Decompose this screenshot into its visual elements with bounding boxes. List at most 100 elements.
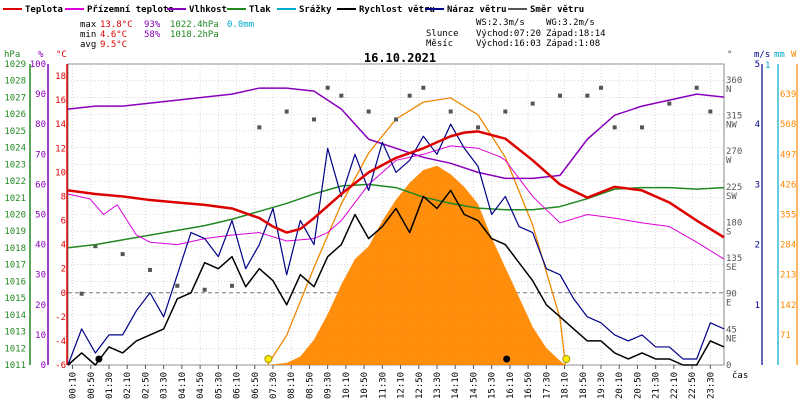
c-tick-label: -4 — [55, 337, 66, 347]
pct-axis-label: % — [38, 50, 44, 60]
humidity-line — [67, 87, 725, 180]
time-tick-label: 08:10 — [287, 372, 297, 399]
time-tick-label: 06:10 — [233, 372, 243, 399]
stats-avg-temp: 9.5°C — [100, 40, 127, 50]
wind-direction-point — [640, 125, 644, 130]
hpa-tick-label: 1012 — [4, 344, 26, 354]
pct-tick-label: 100 — [30, 60, 46, 70]
time-tick-label: 21:30 — [652, 372, 662, 399]
c-tick-label: 4 — [61, 241, 66, 251]
hpa-tick-label: 1020 — [4, 211, 26, 221]
dir-tick-compass: SW — [726, 192, 737, 202]
time-tick-label: 15:30 — [488, 372, 498, 399]
legend-temperature: Teplota — [25, 5, 63, 15]
wind-direction-point — [407, 93, 412, 98]
info-moonrise: Východ:16:03 — [476, 39, 541, 49]
dir-tick-compass: SE — [726, 263, 737, 273]
pct-tick-label: 10 — [35, 331, 46, 341]
temperature-line — [67, 130, 725, 239]
hpa-tick-label: 1017 — [4, 261, 26, 271]
wind-direction-point — [257, 125, 262, 130]
stats-max-rain: 0.0mm — [227, 20, 254, 30]
dir-tick-label: 135 — [726, 254, 742, 264]
wind-direction-point — [230, 283, 234, 288]
time-tick-label: 17:30 — [542, 372, 552, 399]
stats-min-pressure: 1018.2hPa — [170, 30, 219, 40]
feels-like-line — [67, 145, 725, 260]
wind-direction-point — [503, 109, 508, 114]
w-tick-label: 142 — [780, 301, 796, 311]
hpa-tick-label: 1027 — [4, 93, 26, 103]
legend-precipitation: Srážky — [299, 5, 332, 15]
hpa-tick-label: 1029 — [4, 60, 26, 70]
hpa-tick-label: 1014 — [4, 311, 26, 321]
time-tick-label: 23:30 — [706, 372, 716, 399]
time-tick-label: 00:10 — [69, 372, 79, 399]
sunset-marker — [562, 355, 571, 363]
time-tick-label: 14:10 — [451, 372, 461, 399]
hpa-tick-label: 1013 — [4, 328, 26, 338]
time-axis-label: čas — [732, 370, 748, 381]
wind-direction-point — [175, 283, 180, 288]
wind-direction-point — [202, 287, 207, 292]
ms-tick-label: 5 — [755, 60, 760, 70]
pct-tick-label: 20 — [35, 301, 46, 311]
hpa-tick-label: 1021 — [4, 194, 26, 204]
wind-direction-point — [558, 93, 562, 98]
c-axis-label: °C — [56, 50, 67, 60]
ms-tick-label: 4 — [755, 120, 760, 130]
time-tick-label: 11:30 — [378, 372, 388, 399]
hpa-tick-label: 1023 — [4, 160, 26, 170]
wind-direction-point — [448, 109, 453, 114]
time-tick-label: 00:50 — [87, 372, 97, 399]
wind-direction-point — [93, 244, 98, 249]
time-tick-label: 08:50 — [305, 372, 315, 399]
legend-wind-gust: Náraz větru — [447, 4, 507, 15]
c-tick-label: 14 — [55, 120, 66, 130]
time-tick-label: 19:30 — [597, 372, 607, 399]
hpa-tick-label: 1026 — [4, 110, 26, 120]
pct-tick-label: 80 — [35, 120, 46, 130]
chart-grid — [67, 63, 725, 366]
w-tick-label: 355 — [780, 211, 796, 221]
time-tick-label: 09:30 — [324, 372, 334, 399]
pct-tick-label: 70 — [35, 150, 46, 160]
pressure-line — [67, 183, 725, 249]
time-tick-label: 20:50 — [633, 372, 643, 399]
legend-pressure: Tlak — [249, 5, 271, 15]
hpa-tick-label: 1016 — [4, 277, 26, 287]
ms-tick-label: 1 — [755, 301, 760, 311]
moonrise-marker — [503, 355, 511, 363]
wind-direction-points — [79, 85, 713, 296]
time-tick-label: 07:30 — [269, 372, 279, 399]
info-sun-label: Slunce — [426, 29, 459, 39]
pct-tick-label: 30 — [35, 271, 46, 281]
wind-direction-point — [312, 117, 316, 122]
info-wind-gust: WG:3.2m/s — [546, 18, 595, 28]
solar-theoretical-curve — [266, 97, 567, 366]
time-tick-label: 20:10 — [615, 372, 625, 399]
chart-series — [67, 87, 725, 366]
wind-direction-point — [530, 101, 535, 106]
ms-tick-label: 3 — [755, 180, 760, 190]
hpa-tick-label: 1011 — [4, 361, 26, 371]
w-tick-label: 71 — [780, 331, 791, 341]
pct-tick-label: 40 — [35, 241, 46, 251]
wind-direction-point — [325, 85, 330, 90]
hpa-tick-label: 1028 — [4, 77, 26, 87]
wind-speed-line — [67, 189, 725, 366]
wind-direction-point — [339, 93, 344, 98]
time-tick-label: 12:50 — [415, 372, 425, 399]
dir-tick-label: 90 — [726, 290, 737, 300]
wind-direction-point — [120, 252, 125, 257]
pct-tick-label: 50 — [35, 211, 46, 221]
mm-axis-label: mm — [774, 50, 785, 60]
hpa-axis-label: hPa — [4, 50, 20, 60]
wind-gust-line — [67, 123, 725, 366]
time-tick-label: 10:10 — [342, 372, 352, 399]
w-tick-label: 639 — [780, 90, 796, 100]
dir-tick-label: 360 — [726, 76, 742, 86]
sunrise-marker — [264, 355, 273, 363]
wind-direction-point — [476, 125, 480, 130]
